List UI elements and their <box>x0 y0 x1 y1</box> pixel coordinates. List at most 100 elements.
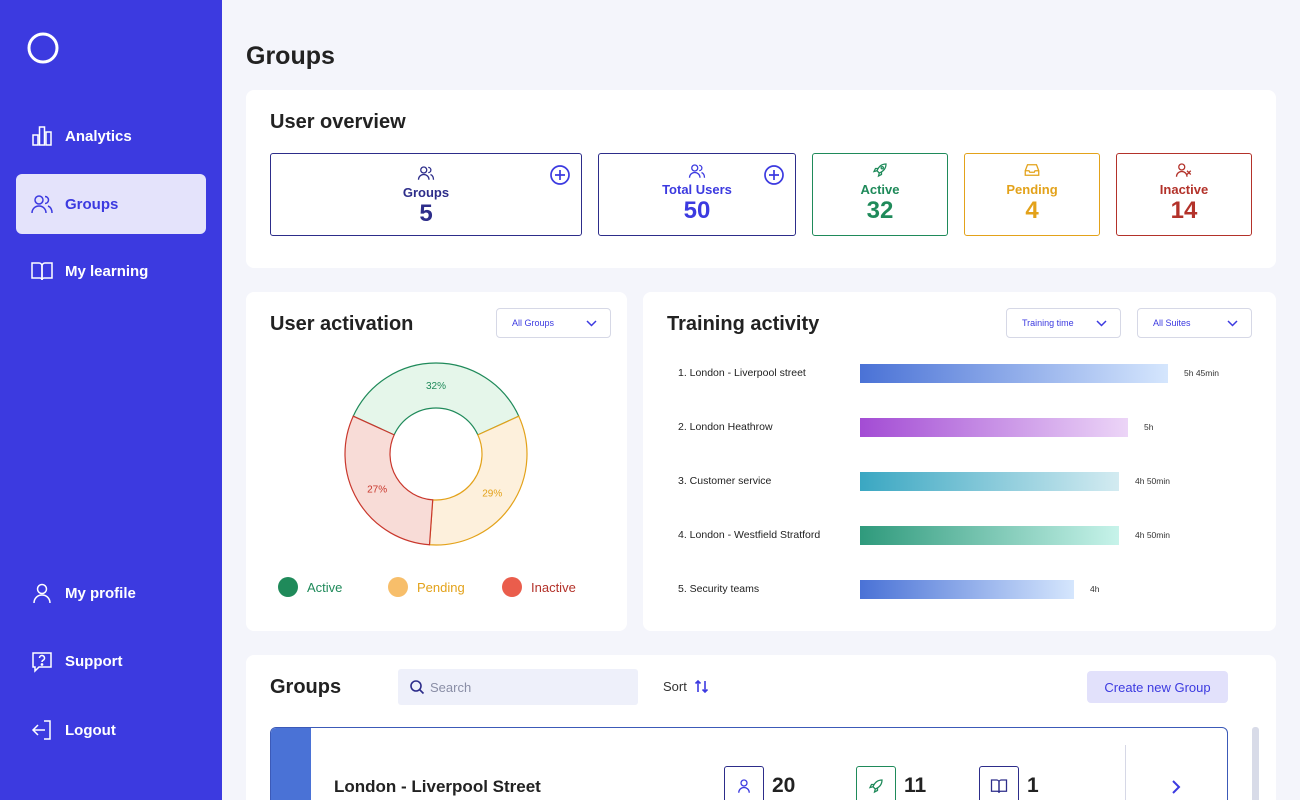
group-users-metric: 20 <box>724 766 795 800</box>
legend-pending: Pending <box>388 577 465 597</box>
search-icon <box>410 680 425 695</box>
user-activation-title: User activation <box>270 313 414 335</box>
user-icon <box>738 779 750 793</box>
dropdown-value: Training time <box>1022 318 1074 328</box>
book-icon <box>990 779 1008 793</box>
bar[interactable] <box>860 580 1074 599</box>
dropdown-value: All Groups <box>512 318 555 328</box>
search-box <box>398 669 638 705</box>
bar-label: 3. Customer service <box>678 475 772 487</box>
sort-label: Sort <box>663 679 687 694</box>
groups-list-card: Groups Sort Create new Group London - Li… <box>246 655 1276 800</box>
sidebar-item-my-learning[interactable]: My learning <box>16 241 206 301</box>
metric-value: 1 <box>1027 774 1039 797</box>
stat-value: 50 <box>683 197 711 224</box>
sidebar-item-label: My profile <box>65 584 136 602</box>
groups-list-title: Groups <box>270 676 342 698</box>
legend-label: Pending <box>417 579 465 595</box>
help-icon <box>32 652 52 673</box>
legend-swatch <box>278 577 298 597</box>
sidebar-item-label: Support <box>65 652 123 670</box>
metric-value: 11 <box>904 774 927 797</box>
sort-button[interactable]: Sort <box>663 679 709 694</box>
users-icon <box>688 164 706 178</box>
sidebar-item-logout[interactable]: Logout <box>16 700 206 760</box>
stat-groups[interactable]: Groups 5 <box>270 153 582 236</box>
chevron-down-icon <box>586 320 597 327</box>
stat-label: Inactive <box>1159 182 1209 197</box>
group-name: London - Liverpool Street <box>334 777 541 796</box>
bar[interactable] <box>860 472 1119 491</box>
legend-active: Active <box>278 577 342 597</box>
sidebar-item-label: Logout <box>65 721 116 739</box>
group-active-metric: 11 <box>856 766 926 800</box>
stat-label: Total Users <box>662 182 732 197</box>
sidebar-item-analytics[interactable]: Analytics <box>16 106 206 166</box>
stat-total-users[interactable]: Total Users 50 <box>598 153 796 236</box>
metric-box <box>724 766 764 800</box>
bar[interactable] <box>860 526 1119 545</box>
bar-label: 4. London - Westfield Stratford <box>678 529 821 541</box>
bar-label: 1. London - Liverpool street <box>678 367 806 379</box>
create-group-button[interactable]: Create new Group <box>1087 671 1228 703</box>
activation-donut-chart: 32% 29% 27% <box>344 362 528 546</box>
book-icon <box>31 262 53 281</box>
training-metric-dropdown[interactable]: Training time <box>1006 308 1121 338</box>
group-row[interactable]: London - Liverpool Street 20 11 1 <box>270 727 1228 800</box>
group-courses-metric: 1 <box>979 766 1039 800</box>
row-divider <box>1125 745 1126 800</box>
bar-value: 4h 50min <box>1135 530 1170 540</box>
bar-value: 5h 45min <box>1184 368 1219 378</box>
metric-value: 20 <box>772 774 796 797</box>
stat-value: 14 <box>1170 197 1198 224</box>
rocket-icon <box>868 779 883 794</box>
chevron-right-icon[interactable] <box>1167 778 1185 796</box>
legend-swatch <box>388 577 408 597</box>
donut-slice-pending <box>428 415 528 546</box>
page-title: Groups <box>246 42 335 70</box>
sidebar-item-label: Analytics <box>65 127 132 145</box>
add-user-icon[interactable] <box>763 164 785 186</box>
donut-label: 32% <box>426 381 446 392</box>
sidebar-item-support[interactable]: Support <box>16 631 206 691</box>
bar-label: 5. Security teams <box>678 583 760 595</box>
logout-icon <box>31 720 51 740</box>
group-filter-dropdown[interactable]: All Groups <box>496 308 611 338</box>
sidebar-item-groups[interactable]: Groups <box>16 174 206 234</box>
stat-value: 5 <box>419 200 433 227</box>
user-overview-title: User overview <box>270 111 406 133</box>
scrollbar[interactable] <box>1252 727 1259 800</box>
donut-slice-active <box>352 362 520 436</box>
user-icon <box>33 583 51 604</box>
bar-value: 5h <box>1144 422 1154 432</box>
stat-inactive[interactable]: Inactive 14 <box>1116 153 1252 236</box>
sort-icon <box>694 679 708 694</box>
users-icon <box>31 195 53 214</box>
metric-box <box>856 766 896 800</box>
chevron-down-icon <box>1227 320 1238 327</box>
search-input[interactable] <box>430 677 625 697</box>
metric-box <box>979 766 1019 800</box>
legend-label: Active <box>307 579 343 595</box>
donut-slice-inactive <box>344 415 434 546</box>
user-x-icon <box>1175 163 1192 177</box>
chevron-down-icon <box>1096 320 1107 327</box>
sidebar: Analytics Groups My learning My profile … <box>0 0 222 800</box>
sidebar-item-my-profile[interactable]: My profile <box>16 563 206 623</box>
rocket-icon <box>872 163 887 178</box>
bar[interactable] <box>860 418 1128 437</box>
add-group-icon[interactable] <box>549 164 571 186</box>
stat-pending[interactable]: Pending 4 <box>964 153 1100 236</box>
suites-filter-dropdown[interactable]: All Suites <box>1137 308 1252 338</box>
bar-value: 4h <box>1090 584 1100 594</box>
bar-value: 4h 50min <box>1135 476 1170 486</box>
users-icon <box>417 166 435 180</box>
bar[interactable] <box>860 364 1168 383</box>
logo-icon[interactable] <box>26 31 60 65</box>
legend-inactive: Inactive <box>502 577 576 597</box>
stat-active[interactable]: Active 32 <box>812 153 948 236</box>
inbox-icon <box>1024 164 1040 176</box>
stat-label: Pending <box>1006 182 1058 197</box>
training-activity-title: Training activity <box>667 313 820 335</box>
stat-label: Groups <box>402 185 450 200</box>
